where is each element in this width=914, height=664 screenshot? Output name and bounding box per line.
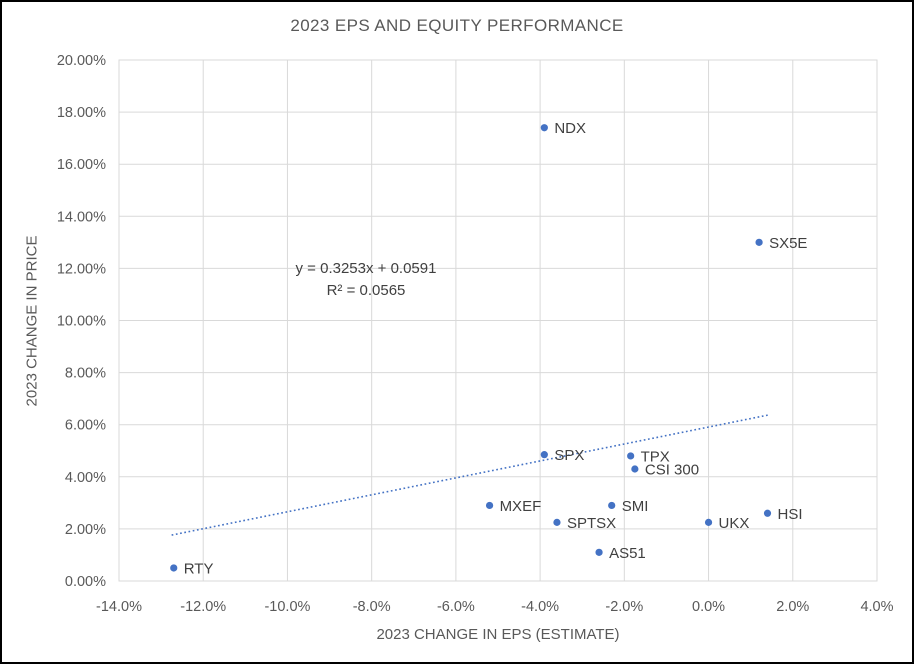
- point-label: CSI 300: [645, 461, 699, 478]
- y-tick-label: 14.00%: [57, 209, 106, 225]
- point-label: MXEF: [500, 498, 542, 515]
- x-tick-label: -2.0%: [605, 599, 643, 615]
- scatter-point: [755, 238, 763, 246]
- scatter-point: [540, 451, 548, 459]
- point-label: SPTSX: [567, 515, 616, 532]
- point-label: NDX: [554, 120, 586, 137]
- y-tick-label: 8.00%: [65, 366, 106, 382]
- y-axis-title: 2023 CHANGE IN PRICE: [23, 235, 41, 407]
- scatter-point: [627, 452, 635, 460]
- trendline: [171, 413, 770, 536]
- y-tick-label: 12.00%: [57, 261, 106, 277]
- x-axis-title: 2023 CHANGE IN EPS (ESTIMATE): [376, 626, 620, 643]
- x-tick-label: -12.0%: [180, 599, 226, 615]
- x-tick-label: -14.0%: [96, 599, 142, 615]
- scatter-point: [763, 509, 772, 517]
- scatter-point: [540, 124, 548, 132]
- scatter-point: [595, 548, 603, 556]
- chart-title: 2023 EPS AND EQUITY PERFORMANCE: [290, 16, 624, 35]
- trendline-equation: y = 0.3253x + 0.0591: [295, 260, 437, 277]
- point-label: AS51: [609, 545, 646, 562]
- scatter-point: [608, 501, 616, 510]
- point-label: UKX: [719, 515, 750, 532]
- y-tick-label: 2.00%: [65, 522, 106, 538]
- x-tick-label: -8.0%: [353, 599, 391, 615]
- x-tick-label: 2.0%: [776, 599, 809, 615]
- point-label: SPX: [554, 447, 584, 464]
- plot-area: [118, 59, 878, 582]
- scatter-point: [170, 564, 178, 572]
- scatter-point: [485, 501, 494, 510]
- y-tick-label: 4.00%: [65, 470, 106, 486]
- y-tick-label: 10.00%: [57, 314, 106, 330]
- x-tick-label: -6.0%: [437, 599, 475, 615]
- r-squared-label: R² = 0.0565: [326, 282, 406, 299]
- x-tick-label: -10.0%: [264, 599, 310, 615]
- y-tick-label: 18.00%: [57, 105, 106, 121]
- point-label: HSI: [778, 506, 803, 523]
- scatter-point: [553, 518, 561, 526]
- x-tick-label: 0.0%: [692, 599, 725, 615]
- scatter-point: [631, 465, 639, 473]
- y-tick-label: 6.00%: [65, 418, 106, 434]
- point-label: SX5E: [769, 235, 807, 252]
- y-tick-label: 16.00%: [57, 157, 106, 173]
- point-label: RTY: [184, 560, 214, 577]
- scatter-point: [704, 518, 713, 526]
- x-tick-label: -4.0%: [521, 599, 559, 615]
- point-label: SMI: [622, 498, 649, 515]
- x-tick-label: 4.0%: [860, 599, 893, 615]
- y-tick-label: 20.00%: [57, 53, 106, 69]
- y-tick-label: 0.00%: [65, 574, 106, 590]
- trendline-equation-block: y = 0.3253x + 0.0591 R² = 0.0565: [256, 258, 476, 302]
- point-label: TPX: [641, 448, 670, 465]
